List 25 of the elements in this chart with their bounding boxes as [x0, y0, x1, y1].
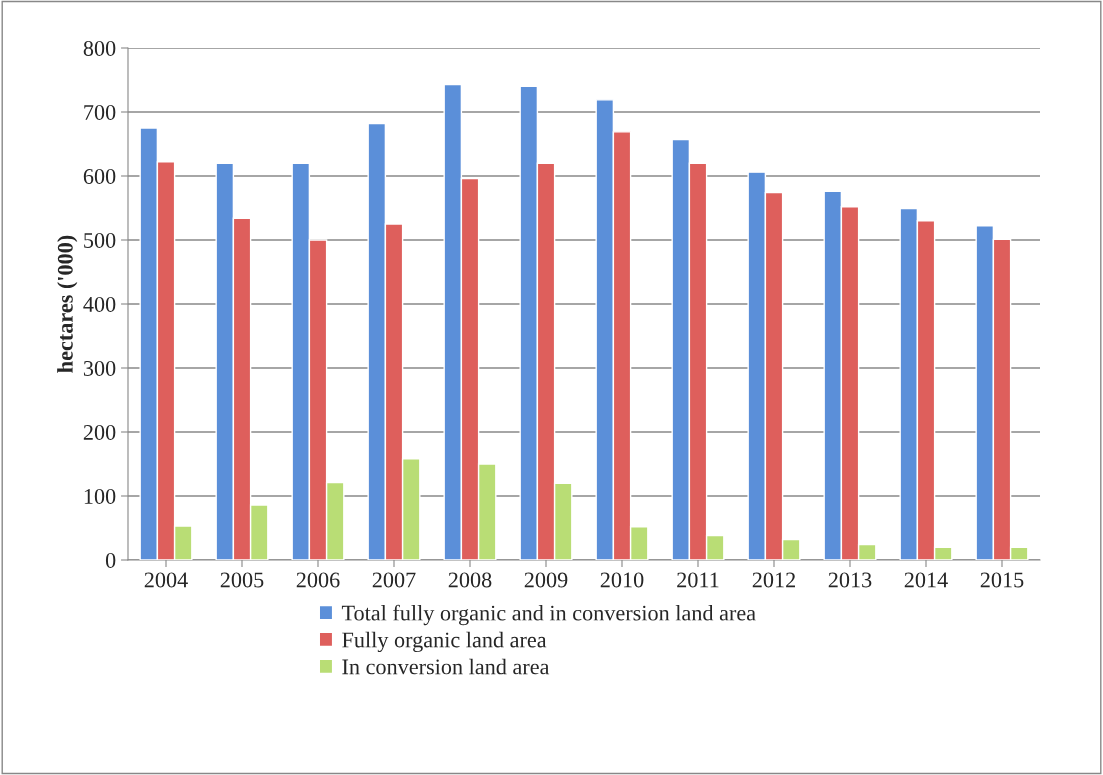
- x-tick-label: 2006: [296, 572, 340, 588]
- x-tick-label: 2008: [448, 572, 492, 588]
- y-tick-label: 100: [84, 488, 116, 504]
- x-tick-label: 2011: [677, 572, 719, 588]
- legend-label: In conversion land area: [342, 658, 550, 675]
- y-tick-label: 500: [84, 232, 116, 248]
- y-tick-label: 800: [83, 40, 116, 56]
- x-tick-label: 2013: [828, 572, 872, 588]
- y-tick-label: 300: [83, 360, 116, 376]
- x-tick-label: 2010: [600, 572, 644, 588]
- x-tick-label: 2012: [752, 572, 795, 588]
- legend-label: Fully organic land area: [342, 631, 547, 653]
- legend-label: Total fully organic and in conversion land area: [341, 604, 756, 626]
- x-tick-label: 2014: [904, 572, 948, 588]
- y-tick-label: 700: [84, 104, 116, 120]
- y-tick-label: 600: [83, 168, 116, 184]
- y-tick-label: 0: [105, 552, 116, 568]
- x-tick-label: 2009: [524, 572, 568, 588]
- x-tick-label: 2004: [144, 572, 188, 588]
- x-tick-label: 2007: [372, 572, 416, 588]
- x-tick-label: 2015: [980, 572, 1024, 588]
- y-tick-label: 200: [83, 424, 116, 440]
- x-tick-label: 2005: [220, 572, 264, 588]
- y-tick-label: 400: [83, 296, 116, 312]
- y-axis-title: hectares ('000): [57, 235, 78, 373]
